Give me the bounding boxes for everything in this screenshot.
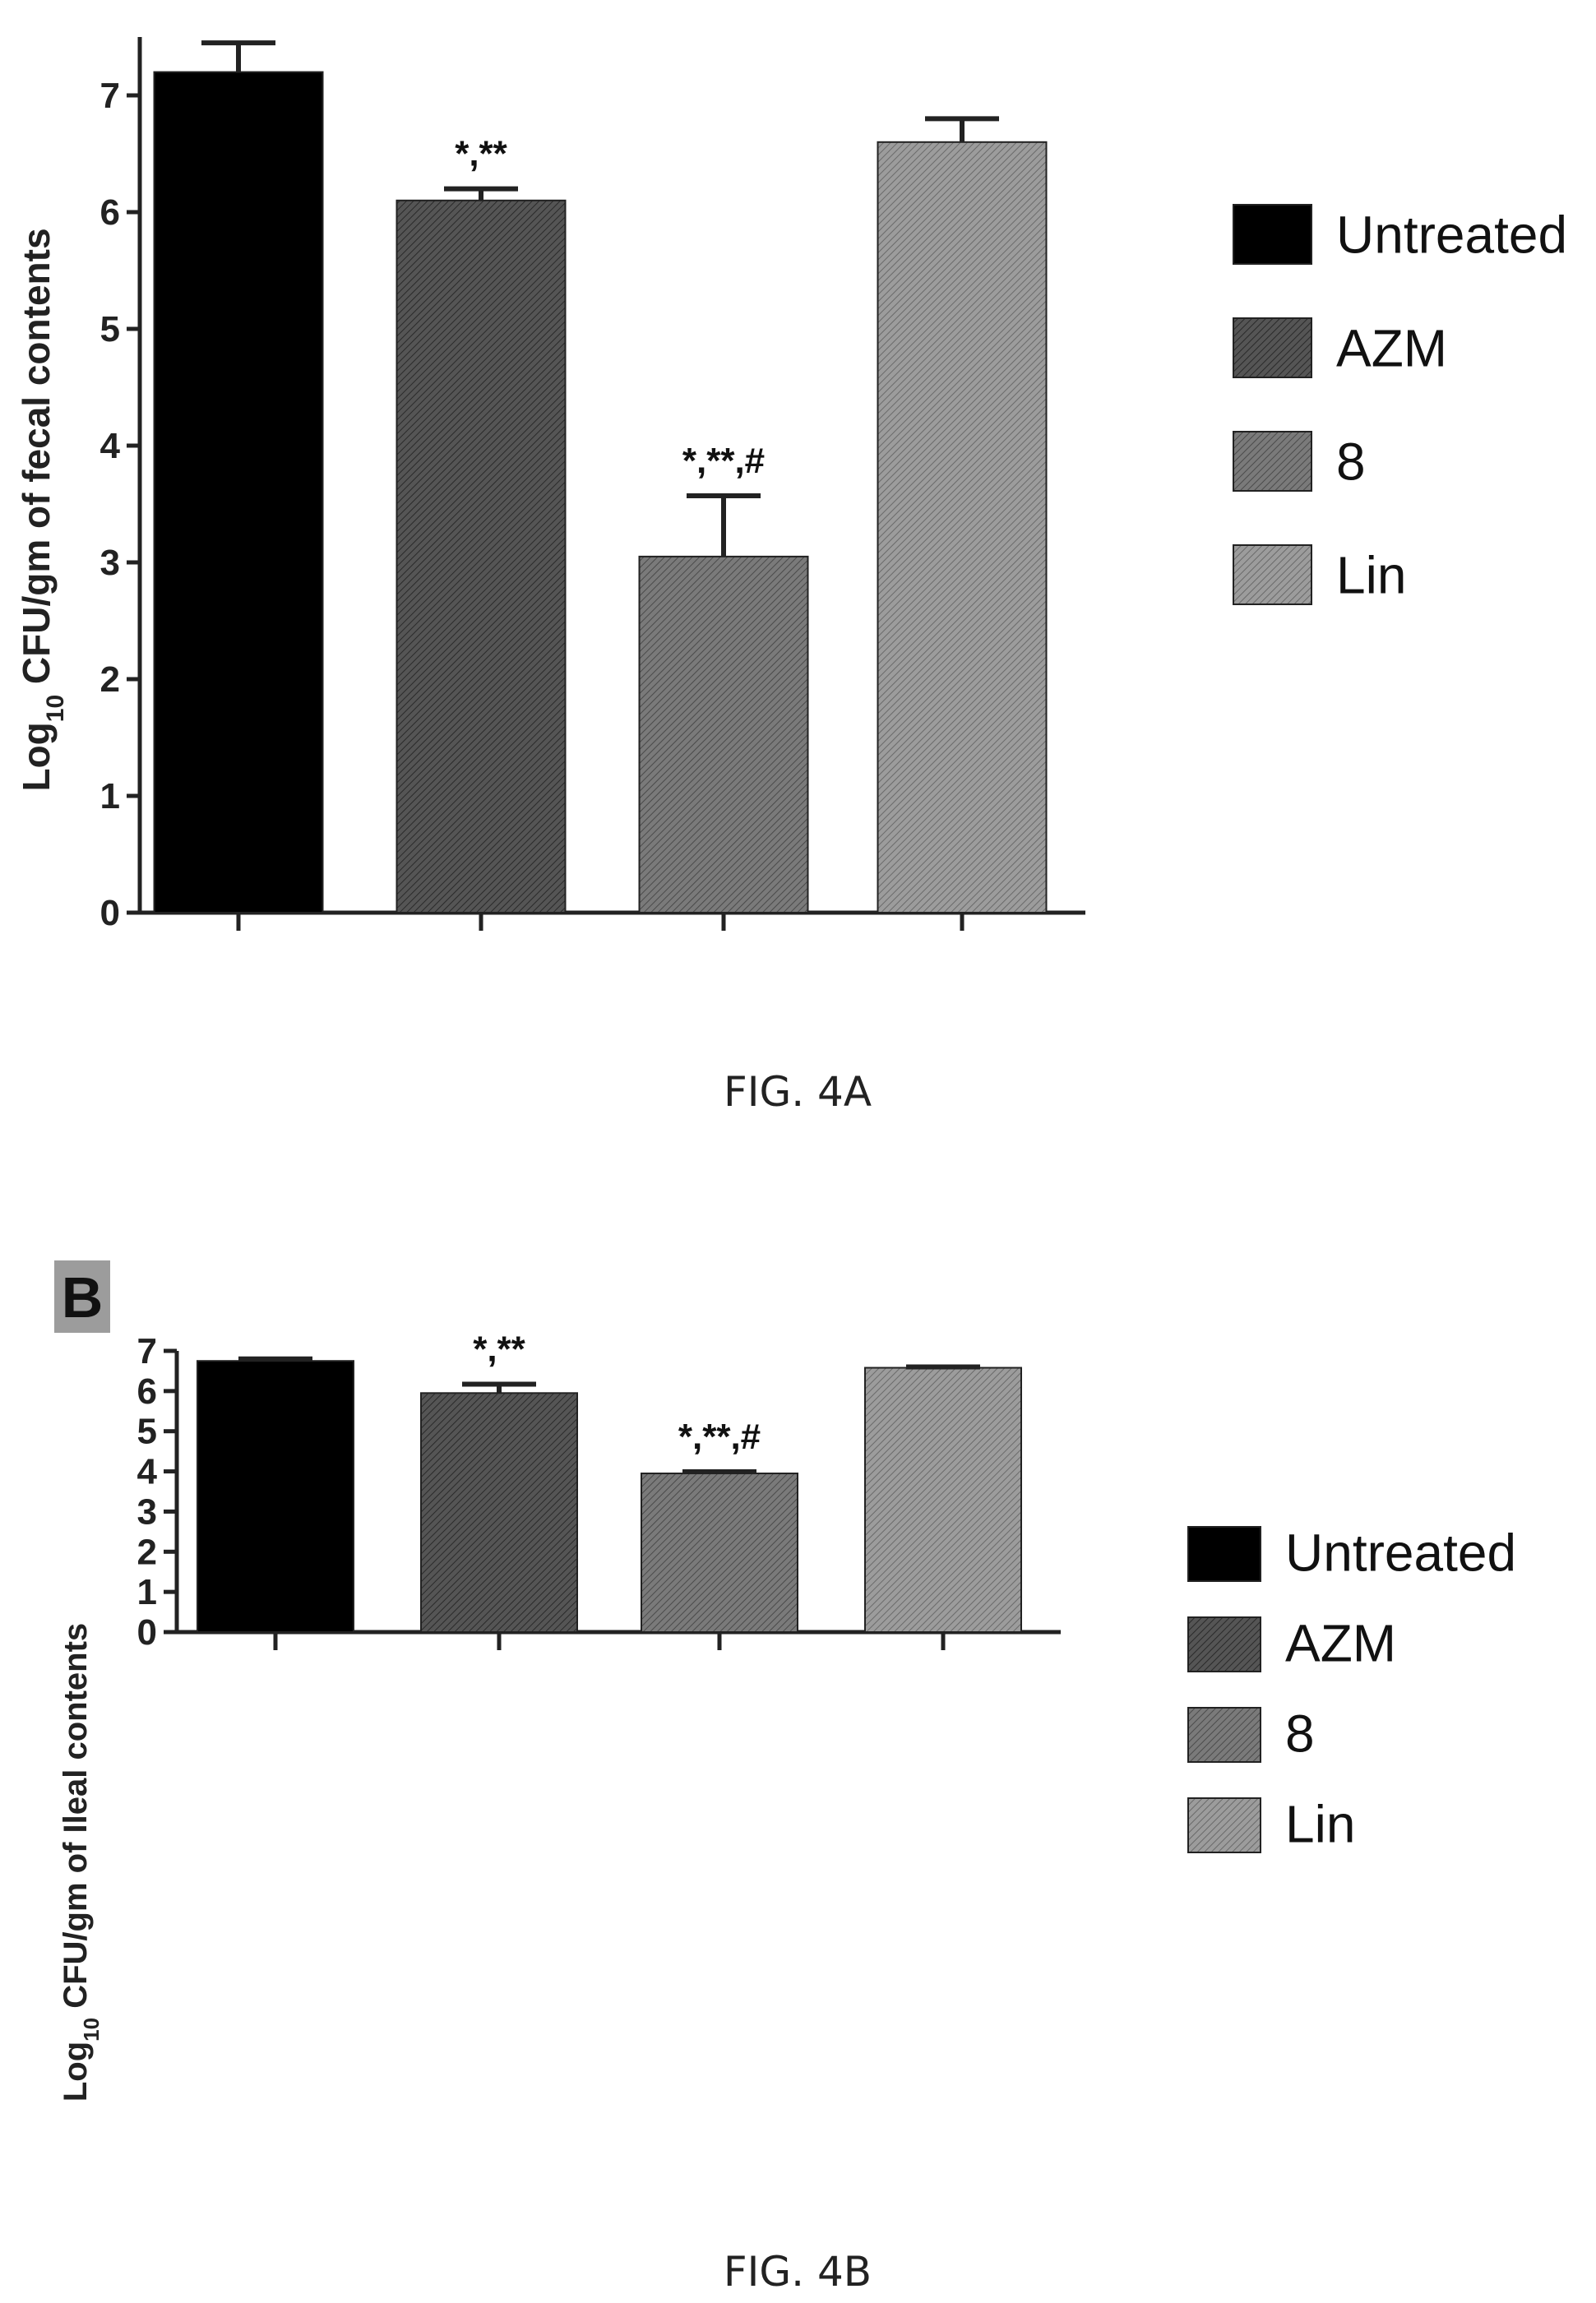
legend-swatch-untreated: [1187, 1526, 1261, 1582]
significance-label: *,**: [455, 134, 507, 174]
y-tick-label: 2: [137, 1532, 157, 1572]
y-tick-label: 7: [100, 76, 120, 116]
panel-label-background: [54, 1260, 110, 1333]
y-tick-label: 0: [100, 893, 120, 933]
panel-label-box: B: [54, 1260, 110, 1333]
bar-azm: [396, 199, 567, 914]
panel-label: B: [62, 1265, 104, 1330]
y-tick-label: 2: [100, 659, 120, 700]
legend-swatch-lin: [1233, 544, 1312, 605]
bar-8: [641, 1473, 798, 1633]
legend-swatch-lin: [1187, 1797, 1261, 1853]
bar-lin: [864, 1367, 1022, 1634]
bar-azm: [420, 1392, 578, 1634]
y-tick-label: 6: [137, 1371, 157, 1412]
legend-label: Untreated: [1285, 1523, 1516, 1582]
legend-label: AZM: [1336, 318, 1447, 377]
y-tick-label: 5: [100, 309, 120, 349]
ylabel-subscript: 10: [42, 695, 69, 722]
bars: *,** *,**,#: [153, 40, 1048, 914]
legend: Untreated AZM 8 Lin: [1187, 1523, 1516, 1853]
bars: *,** *,**,#: [197, 1330, 1022, 1634]
bar-8: [638, 555, 809, 914]
significance-label: *,**,#: [678, 1417, 761, 1457]
chart-fig-4a: Log10 CFU/gm of fecal contents 01234567 …: [15, 37, 1567, 933]
legend-swatch-untreated: [1233, 204, 1312, 265]
chart-fig-4b: Log10 CFU/gm of Ileal contents 01234567 …: [58, 1330, 1516, 2102]
bar-untreated: [153, 71, 324, 914]
ylabel-rest: CFU/gm of fecal contents: [15, 228, 58, 694]
ylabel-rest: CFU/gm of Ileal contents: [58, 1623, 94, 2018]
legend-label: 8: [1336, 432, 1366, 491]
y-tick-label: 7: [137, 1331, 157, 1371]
y-tick-label: 4: [100, 426, 121, 466]
bar-lin: [877, 141, 1048, 914]
y-tick-label: 3: [137, 1491, 157, 1532]
figure-caption: FIG. 4B: [724, 2248, 872, 2296]
ylabel-prefix: Log: [15, 722, 58, 791]
y-tick-label: 4: [137, 1452, 158, 1492]
legend-swatch-azm: [1233, 317, 1312, 378]
legend-label: Untreated: [1336, 205, 1567, 264]
y-tick-label: 6: [100, 192, 120, 233]
legend-label: 8: [1285, 1704, 1315, 1763]
y-tick-label: 3: [100, 543, 120, 583]
legend-label: Lin: [1336, 545, 1406, 604]
significance-label: *,**,#: [682, 441, 765, 481]
y-tick-label: 1: [137, 1572, 157, 1612]
legend-swatch-azm: [1187, 1616, 1261, 1672]
legend-label: Lin: [1285, 1794, 1355, 1853]
y-axis-title: Log10 CFU/gm of Ileal contents: [58, 1623, 104, 2102]
y-axis-title: Log10 CFU/gm of fecal contents: [15, 228, 69, 791]
legend-label: AZM: [1285, 1613, 1396, 1672]
y-tick-label: 5: [137, 1412, 157, 1452]
legend-swatch-8: [1187, 1707, 1261, 1763]
legend-swatch-8: [1233, 431, 1312, 492]
y-tick-label: 1: [100, 776, 120, 816]
ylabel-subscript: 10: [79, 2018, 104, 2042]
legend: Untreated AZM 8 Lin: [1233, 204, 1567, 605]
ylabel-prefix: Log: [58, 2042, 94, 2102]
y-tick-label: 0: [137, 1612, 157, 1653]
significance-label: *,**: [473, 1330, 525, 1370]
figure-caption: FIG. 4A: [724, 1068, 872, 1116]
bar-untreated: [197, 1360, 354, 1633]
